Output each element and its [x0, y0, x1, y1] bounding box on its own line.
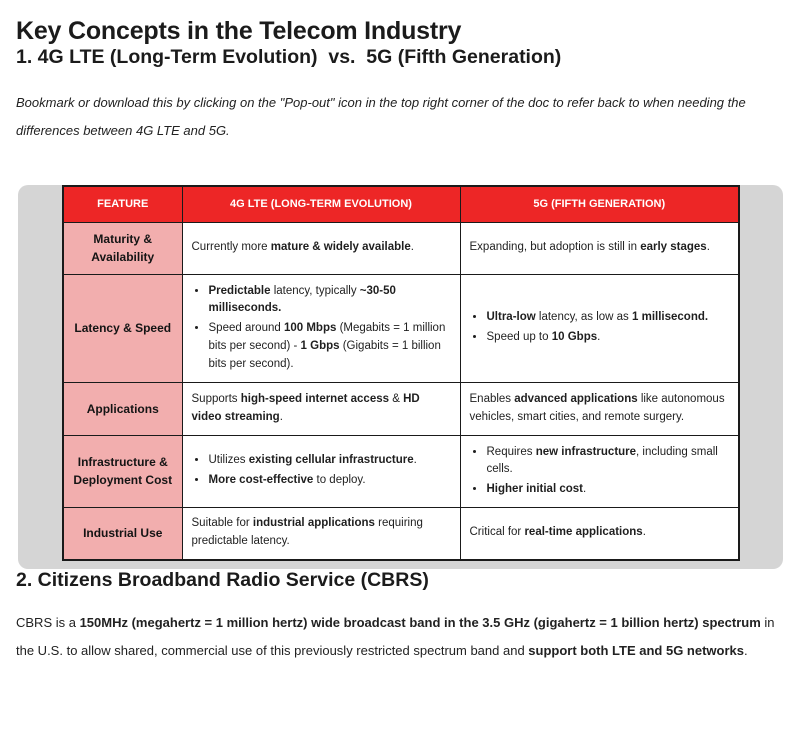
bullet-list: Utilizes existing cellular infrastructur…	[192, 452, 451, 490]
lte-cell: Predictable latency, typically ~30-50 mi…	[181, 273, 461, 383]
section1-note: Bookmark or download this by clicking on…	[16, 95, 746, 138]
page-title: Key Concepts in the Telecom Industry	[16, 17, 462, 45]
table-row: Latency & Speed Predictable latency, typi…	[62, 273, 740, 383]
cell-text: Currently more mature & widely available…	[191, 241, 414, 254]
bullet-item: Requires new infrastructure, including s…	[486, 444, 730, 480]
fiveg-cell: Enables advanced applications like auton…	[459, 381, 740, 436]
fiveg-cell: Requires new infrastructure, including s…	[459, 434, 740, 509]
comparison-table-panel: FEATURE 4G LTE (LONG-TERM EVOLUTION) 5G …	[18, 185, 783, 569]
fiveg-cell: Ultra-low latency, as low as 1 milliseco…	[459, 273, 740, 383]
lte-cell: Supports high-speed internet access & HD…	[181, 381, 461, 436]
section2-heading: 2. Citizens Broadband Radio Service (CBR…	[16, 569, 429, 591]
bullet-item: Higher initial cost.	[486, 481, 730, 499]
cell-text: Enables advanced applications like auton…	[469, 392, 725, 423]
table-row: Maturity & Availability Currently more ma…	[62, 221, 740, 275]
table-row: Industrial Use Suitable for industrial ap…	[62, 507, 740, 560]
bullet-item: Predictable latency, typically ~30-50 mi…	[208, 283, 451, 319]
table-row: Infrastructure & Deployment Cost Utilizes…	[62, 434, 740, 509]
cell-text: Supports high-speed internet access & HD…	[191, 392, 420, 423]
cell-text: Expanding, but adoption is still in earl…	[469, 241, 710, 254]
column-header-4g-lte: 4G LTE (LONG-TERM EVOLUTION)	[181, 185, 461, 223]
feature-cell: Maturity & Availability	[62, 221, 183, 275]
cell-text: Suitable for industrial applications req…	[191, 517, 423, 548]
section1-heading: 1. 4G LTE (Long-Term Evolution) vs. 5G (…	[16, 46, 562, 68]
feature-cell: Infrastructure & Deployment Cost	[62, 434, 183, 509]
cell-text: Critical for real-time applications.	[469, 526, 646, 539]
table-header-row: FEATURE 4G LTE (LONG-TERM EVOLUTION) 5G …	[62, 185, 740, 223]
lte-cell: Utilizes existing cellular infrastructur…	[181, 434, 461, 509]
bullet-item: More cost-effective to deploy.	[208, 472, 451, 490]
bullet-list: Requires new infrastructure, including s…	[470, 444, 730, 499]
column-header-feature: FEATURE	[62, 185, 183, 223]
feature-cell: Latency & Speed	[62, 273, 183, 383]
feature-cell: Applications	[62, 381, 183, 436]
bullet-list: Ultra-low latency, as low as 1 milliseco…	[470, 309, 730, 347]
bullet-item: Utilizes existing cellular infrastructur…	[208, 452, 451, 470]
fiveg-cell: Expanding, but adoption is still in earl…	[459, 221, 740, 275]
bullet-item: Ultra-low latency, as low as 1 milliseco…	[486, 309, 730, 327]
lte-cell: Suitable for industrial applications req…	[181, 507, 461, 560]
fiveg-cell: Critical for real-time applications.	[459, 507, 740, 560]
table-row: Applications Supports high-speed internet…	[62, 381, 740, 436]
lte-cell: Currently more mature & widely available…	[181, 221, 461, 275]
feature-cell: Industrial Use	[62, 507, 183, 560]
bullet-item: Speed up to 10 Gbps.	[486, 329, 730, 347]
section2-paragraph: CBRS is a 150MHz (megahertz = 1 million …	[16, 615, 775, 658]
comparison-table: FEATURE 4G LTE (LONG-TERM EVOLUTION) 5G …	[62, 185, 740, 561]
bullet-item: Speed around 100 Mbps (Megabits = 1 mill…	[208, 320, 451, 373]
column-header-5g: 5G (FIFTH GENERATION)	[459, 185, 740, 223]
bullet-list: Predictable latency, typically ~30-50 mi…	[192, 283, 451, 374]
